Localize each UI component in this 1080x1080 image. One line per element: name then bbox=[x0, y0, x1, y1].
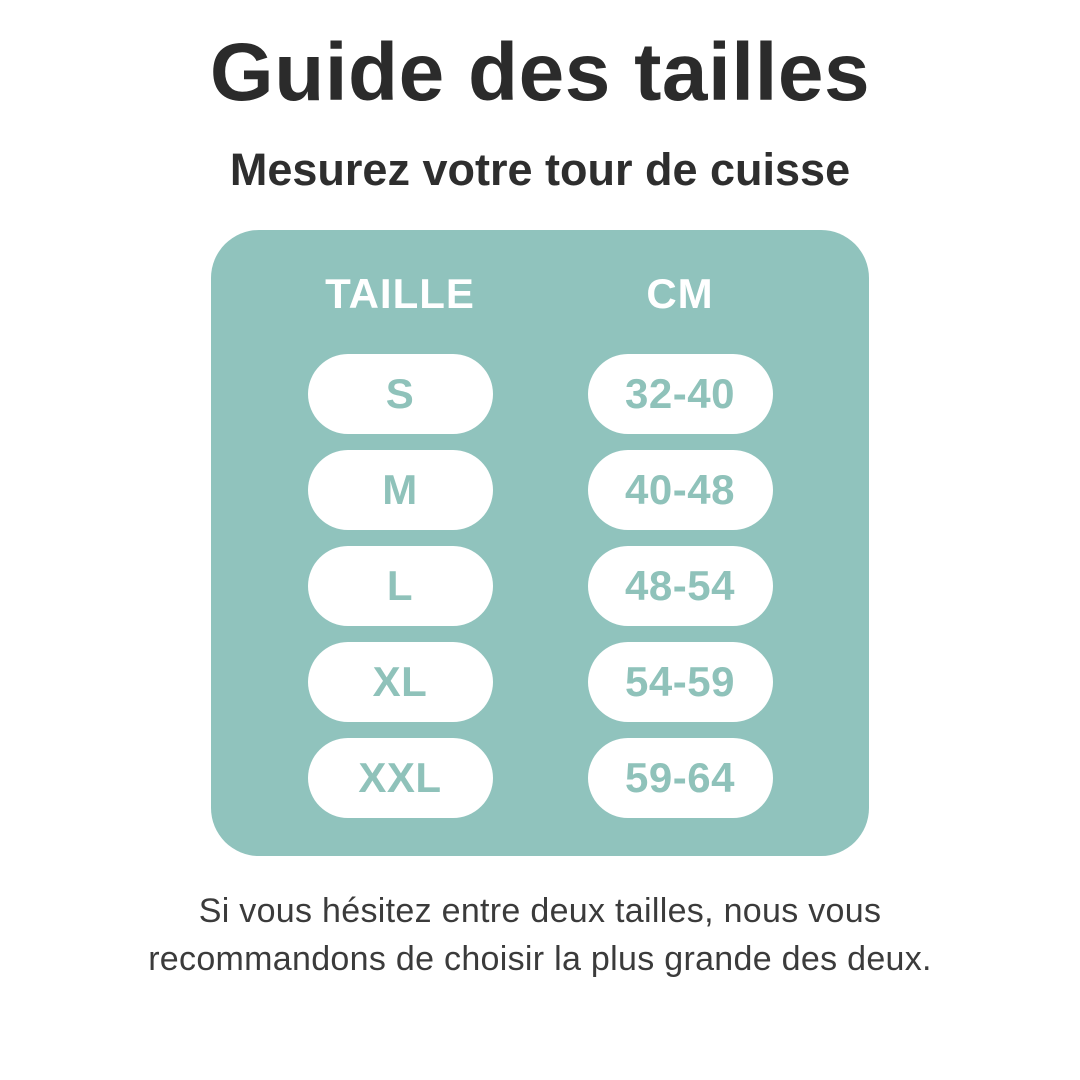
cm-pill-m: 40-48 bbox=[587, 450, 773, 530]
table-row: XL 54-59 bbox=[307, 642, 773, 722]
page-subtitle: Mesurez votre tour de cuisse bbox=[229, 144, 851, 195]
size-pill-m: M bbox=[307, 450, 493, 530]
table-body: S 32-40 M 40-48 L 48-54 XL 54-59 XXL 59-… bbox=[307, 354, 773, 818]
size-pill-l: L bbox=[307, 546, 493, 626]
size-pill-xl: XL bbox=[307, 642, 493, 722]
cm-pill-s: 32-40 bbox=[587, 354, 773, 434]
size-pill-s: S bbox=[307, 354, 493, 434]
table-row: M 40-48 bbox=[307, 450, 773, 530]
cm-pill-l: 48-54 bbox=[587, 546, 773, 626]
cm-pill-xxl: 59-64 bbox=[587, 738, 773, 818]
page-title: Guide des tailles bbox=[209, 27, 871, 118]
size-table-panel: TAILLE CM S 32-40 M 40-48 L 48-54 XL 54-… bbox=[211, 230, 869, 856]
sizing-advice-note: Si vous hésitez entre deux tailles, nous… bbox=[148, 892, 932, 978]
column-header-cm: CM bbox=[646, 270, 714, 317]
size-pill-xxl: XXL bbox=[307, 738, 493, 818]
table-row: S 32-40 bbox=[307, 354, 773, 434]
table-row: XXL 59-64 bbox=[307, 738, 773, 818]
cm-pill-xl: 54-59 bbox=[587, 642, 773, 722]
table-row: L 48-54 bbox=[307, 546, 773, 626]
table-header-row: TAILLE CM bbox=[308, 270, 773, 318]
column-header-taille: TAILLE bbox=[325, 270, 475, 317]
